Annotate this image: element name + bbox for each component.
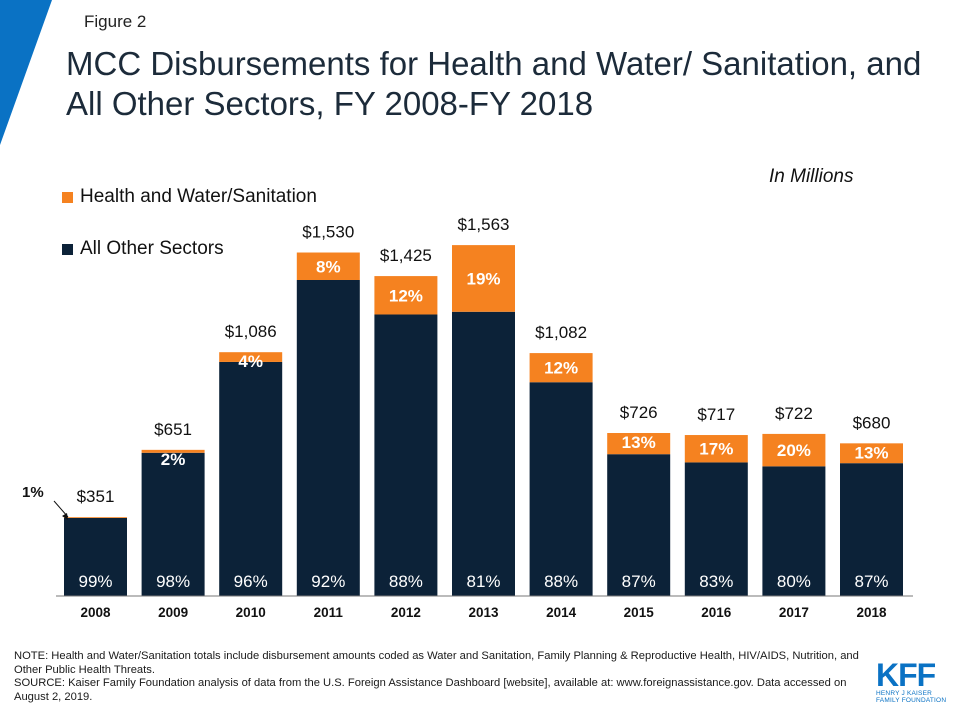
percent-label-other-2016: 83%: [699, 572, 733, 591]
logo-mark: KFF: [876, 657, 936, 693]
bar-other-2010: [219, 361, 283, 596]
legend-swatch-other: [62, 243, 73, 255]
percent-label-other-2013: 81%: [466, 572, 500, 591]
bar-other-2009: [141, 452, 205, 596]
total-label-2016: $717: [697, 405, 735, 424]
bar-health-2013: [452, 245, 515, 312]
bar-health-2011: [296, 252, 360, 280]
source-text: SOURCE: Kaiser Family Foundation analysi…: [14, 677, 847, 703]
percent-label-health-2015: 13%: [622, 433, 656, 452]
percent-label-health-2009: 2%: [161, 450, 186, 469]
bar-health-2018: [840, 443, 903, 464]
x-tick-label-2013: 2013: [468, 605, 499, 620]
total-label-2011: $1,530: [302, 223, 354, 242]
percent-label-health-2012: 12%: [389, 286, 423, 305]
percent-label-other-2012: 88%: [389, 572, 423, 591]
bar-other-2014: [529, 382, 593, 596]
legend-swatch-health: [62, 191, 73, 203]
total-label-2012: $1,425: [380, 246, 432, 265]
bar-other-2016: [684, 462, 748, 596]
total-label-2010: $1,086: [225, 322, 277, 341]
bar-other-2013: [452, 311, 515, 596]
x-tick-label-2010: 2010: [236, 605, 266, 620]
legend-item-other: All Other Sectors: [62, 238, 224, 260]
total-label-2014: $1,082: [535, 323, 587, 342]
legend-item-health: Health and Water/Sanitation: [62, 186, 317, 208]
percent-label-other-2017: 80%: [777, 572, 811, 591]
percent-label-other-2008: 99%: [78, 572, 112, 591]
x-tick-label-2012: 2012: [391, 605, 421, 620]
percent-label-other-2015: 87%: [622, 572, 656, 591]
percent-label-health-2016: 17%: [699, 440, 733, 459]
bar-health-2010: [219, 352, 283, 362]
percent-label-other-2014: 88%: [544, 572, 578, 591]
percent-label-other-2009: 98%: [156, 572, 190, 591]
percent-label-health-2014: 12%: [544, 359, 578, 378]
kff-logo: KFF HENRY J KAISER FAMILY FOUNDATION: [876, 657, 948, 704]
x-tick-label-2011: 2011: [314, 605, 344, 620]
callout-arrowhead-2008: [62, 513, 68, 520]
logo-line-1: HENRY J KAISER: [876, 690, 933, 697]
x-tick-label-2008: 2008: [80, 605, 111, 620]
x-tick-label-2009: 2009: [158, 605, 188, 620]
percent-label-health-2008: 1%: [22, 484, 44, 501]
bar-other-2018: [840, 463, 903, 596]
corner-accent-triangle: [0, 0, 52, 145]
bar-health-2017: [762, 433, 826, 467]
units-label: In Millions: [769, 166, 854, 187]
x-tick-label-2016: 2016: [701, 605, 732, 620]
bar-health-2008: [64, 517, 127, 518]
percent-label-other-2018: 87%: [854, 572, 888, 591]
total-label-2017: $722: [775, 404, 813, 423]
bar-health-2014: [529, 353, 593, 383]
bar-other-2015: [607, 454, 671, 596]
bar-other-2012: [374, 314, 438, 596]
x-tick-label-2018: 2018: [856, 605, 887, 620]
legend-label-other: All Other Sectors: [80, 238, 224, 259]
x-tick-label-2017: 2017: [779, 605, 809, 620]
bar-health-2009: [141, 449, 205, 453]
stacked-bar-chart: $351 99% 1% 2008 $651 98% 2% 2009 $1,086 96% 4% 201…: [22, 215, 913, 620]
percent-label-other-2010: 96%: [234, 572, 268, 591]
bar-health-2016: [684, 435, 748, 463]
bar-health-2012: [374, 276, 438, 315]
total-label-2009: $651: [154, 420, 192, 439]
bar-other-2011: [296, 279, 360, 596]
legend-label-health: Health and Water/Sanitation: [80, 186, 317, 207]
percent-label-health-2010: 4%: [238, 352, 263, 371]
x-tick-label-2014: 2014: [546, 605, 577, 620]
total-label-2015: $726: [620, 403, 658, 422]
bar-other-2008: [64, 517, 127, 596]
x-tick-label-2015: 2015: [624, 605, 655, 620]
percent-label-other-2011: 92%: [311, 572, 345, 591]
total-label-2018: $680: [853, 413, 891, 432]
total-label-2013: $1,563: [458, 215, 510, 234]
footnote: NOTE: Health and Water/Sanitation totals…: [14, 650, 859, 704]
bar-health-2015: [607, 433, 671, 455]
percent-label-health-2017: 20%: [777, 441, 811, 460]
chart-title: MCC Disbursements for Health and Water/ …: [66, 45, 922, 122]
note-text: NOTE: Health and Water/Sanitation totals…: [14, 650, 859, 676]
percent-label-health-2013: 19%: [466, 269, 500, 288]
percent-label-health-2018: 13%: [854, 443, 888, 462]
figure-label: Figure 2: [84, 12, 147, 31]
logo-line-2: FAMILY FOUNDATION: [876, 697, 947, 704]
bar-other-2017: [762, 466, 826, 596]
total-label-2008: $351: [77, 487, 115, 506]
percent-label-health-2011: 8%: [316, 257, 341, 276]
